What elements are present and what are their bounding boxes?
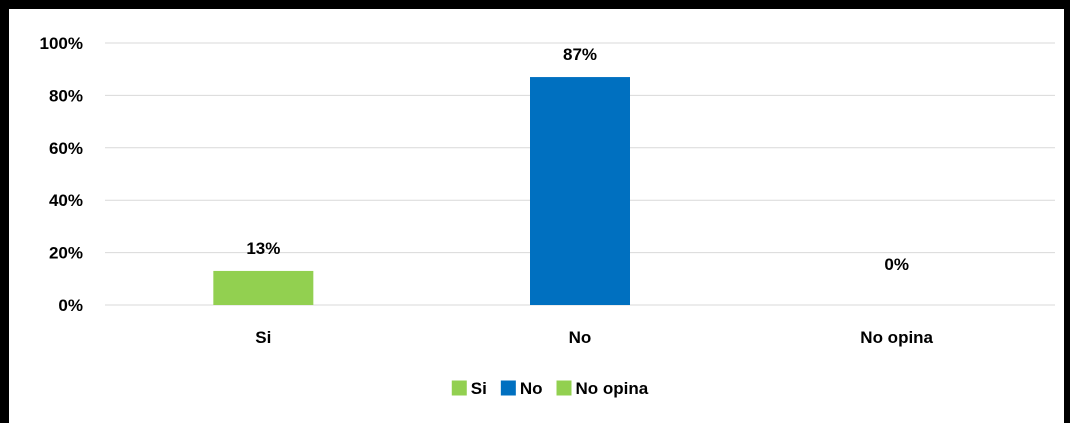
data-labels: 13% 87% 0% <box>246 45 909 274</box>
y-axis-tick-labels: 0% 20% 40% 60% 80% 100% <box>40 34 83 315</box>
y-tick-label: 100% <box>40 34 83 53</box>
y-tick-label: 80% <box>49 86 83 105</box>
legend-label: No <box>520 379 543 398</box>
y-tick-label: 60% <box>49 139 83 158</box>
data-label: 0% <box>884 255 909 274</box>
x-axis-category-labels: Si No No opina <box>255 328 933 347</box>
data-label: 87% <box>563 45 597 64</box>
legend-swatch <box>556 380 572 396</box>
legend-label: No opina <box>576 379 649 398</box>
legend-swatch <box>500 380 516 396</box>
category-label: No opina <box>860 328 933 347</box>
data-label: 13% <box>246 239 280 258</box>
category-label: Si <box>255 328 271 347</box>
y-tick-label: 20% <box>49 244 83 263</box>
legend-label: Si <box>471 379 487 398</box>
legend: Si No No opina <box>451 379 649 398</box>
category-label: No <box>569 328 592 347</box>
y-tick-label: 0% <box>58 296 83 315</box>
legend-swatch <box>451 380 467 396</box>
bar-no <box>530 77 630 305</box>
bars <box>213 77 630 305</box>
bar-si <box>213 270 314 305</box>
y-tick-label: 40% <box>49 191 83 210</box>
